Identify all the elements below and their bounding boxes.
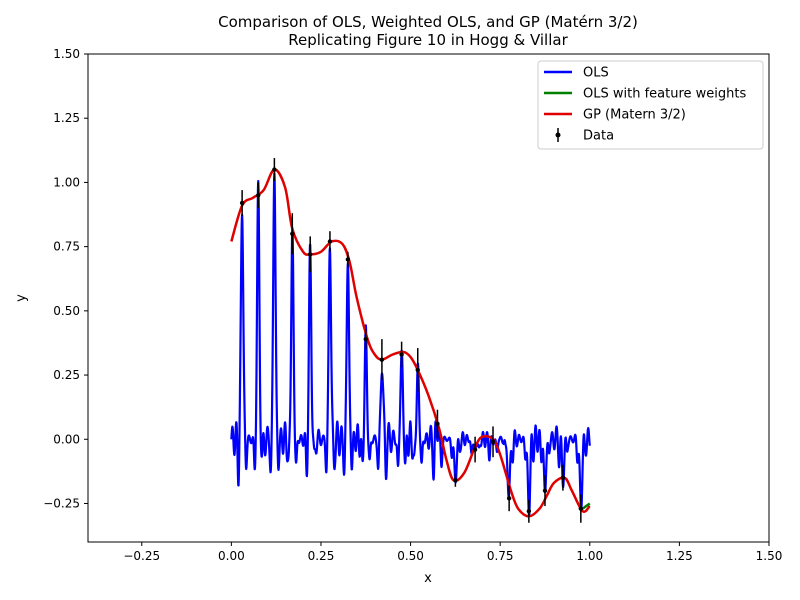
data-point [399, 352, 404, 357]
legend-label: OLS [583, 66, 609, 81]
data-point [542, 488, 548, 493]
legend: OLS OLS with feature weights GP (Matern 3/… [537, 60, 764, 150]
axes-frame [87, 53, 770, 543]
x-tick-label: 0.00 [218, 549, 245, 563]
data-point [290, 231, 295, 236]
legend-label: GP (Matern 3/2) [583, 108, 686, 123]
data-point [526, 508, 532, 514]
y-tick-label: 0.00 [53, 432, 80, 446]
x-tick-label: −0.25 [123, 549, 160, 563]
y-tick-label: 0.75 [53, 240, 80, 254]
x-axis-ticks: −0.25 0.00 0.25 0.50 0.75 1.00 1.25 1.50 [123, 542, 782, 563]
data-point [490, 439, 496, 445]
data-point [560, 475, 566, 480]
data-point [308, 252, 313, 257]
ols-layer [230, 172, 591, 518]
plot-area [87, 53, 770, 543]
y-axis-label: y [14, 294, 29, 302]
y-tick-label: 0.25 [53, 368, 80, 382]
data-point [327, 239, 333, 244]
y-tick-label: 1.50 [53, 47, 80, 61]
data-point [435, 421, 440, 427]
chart-title: Comparison of OLS, Weighted OLS, and GP … [218, 13, 638, 31]
series-line-gp-matern-3-2 [230, 168, 591, 518]
x-tick-label: 0.50 [397, 549, 424, 563]
data-point [472, 447, 478, 452]
legend-label: OLS with feature weights [583, 87, 746, 102]
data-point [239, 200, 245, 206]
data-point [272, 167, 277, 172]
x-tick-label: 0.75 [487, 549, 514, 563]
data-layer [239, 158, 584, 523]
y-axis-ticks: −0.25 0.00 0.25 0.50 0.75 1.00 1.25 1.50 [43, 47, 88, 510]
x-axis-label: x [424, 571, 432, 586]
data-point [415, 367, 420, 373]
y-tick-label: −0.25 [43, 496, 80, 510]
chart-subtitle: Replicating Figure 10 in Hogg & Villar [288, 31, 568, 49]
x-tick-label: 1.50 [756, 549, 783, 563]
legend-label: Data [583, 129, 614, 144]
data-point [363, 336, 368, 342]
data-point [578, 506, 584, 511]
data-point [256, 193, 261, 198]
legend-box [537, 60, 764, 150]
data-point [345, 257, 351, 262]
y-tick-label: 1.00 [53, 175, 80, 189]
data-point [453, 478, 458, 483]
x-tick-label: 0.25 [308, 549, 335, 563]
ols-series-line [230, 172, 591, 518]
x-tick-label: 1.25 [666, 549, 693, 563]
data-point [506, 496, 512, 501]
legend-swatch-point [555, 132, 561, 138]
y-tick-label: 0.50 [53, 304, 80, 318]
y-tick-label: 1.25 [53, 111, 80, 125]
x-tick-label: 1.00 [576, 549, 603, 563]
data-point [379, 357, 385, 362]
